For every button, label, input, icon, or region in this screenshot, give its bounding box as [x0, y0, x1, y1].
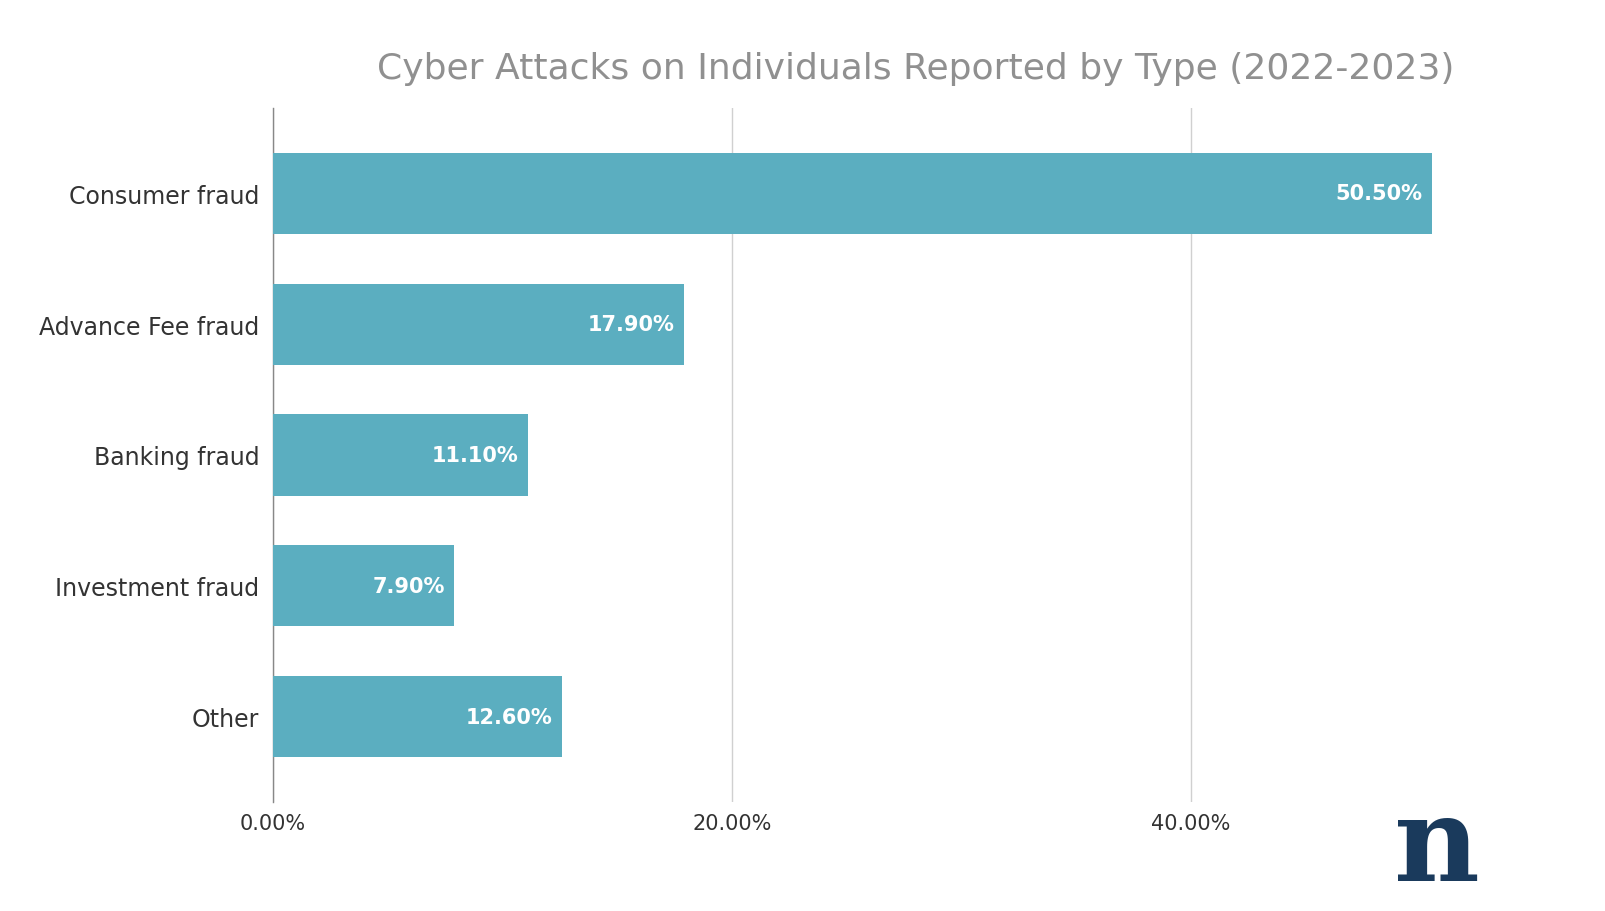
- Text: 12.60%: 12.60%: [465, 707, 552, 727]
- Text: 50.50%: 50.50%: [1335, 184, 1422, 204]
- Text: 7.90%: 7.90%: [372, 576, 445, 596]
- Text: n: n: [1393, 790, 1480, 905]
- Bar: [273, 546, 454, 627]
- Bar: [273, 284, 684, 365]
- Title: Cyber Attacks on Individuals Reported by Type (2022-2023): Cyber Attacks on Individuals Reported by…: [377, 52, 1453, 86]
- Text: 17.90%: 17.90%: [587, 315, 674, 335]
- Bar: [273, 676, 562, 757]
- Bar: [273, 415, 528, 496]
- Bar: [273, 154, 1430, 235]
- Text: 11.10%: 11.10%: [432, 445, 518, 466]
